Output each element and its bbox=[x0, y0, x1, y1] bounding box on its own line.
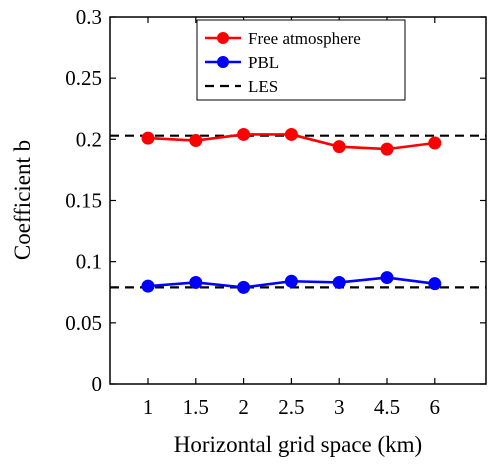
data-point bbox=[380, 271, 394, 285]
x-tick-label: 3 bbox=[334, 395, 345, 419]
data-point bbox=[332, 275, 346, 289]
data-point bbox=[141, 131, 155, 145]
y-tick-label: 0.1 bbox=[76, 250, 102, 274]
y-tick-label: 0.25 bbox=[65, 66, 102, 90]
x-tick-label: 6 bbox=[430, 395, 441, 419]
series-points bbox=[141, 127, 442, 294]
x-tick-label: 1 bbox=[143, 395, 154, 419]
data-point bbox=[189, 134, 203, 148]
legend-marker bbox=[217, 56, 229, 68]
legend-box bbox=[196, 19, 406, 101]
data-point bbox=[189, 275, 203, 289]
x-tick-label: 1.5 bbox=[183, 395, 209, 419]
y-axis-ticks: 0 0.05 0.1 0.15 0.2 0.25 0.3 bbox=[65, 5, 486, 396]
y-tick-label: 0 bbox=[92, 372, 103, 396]
legend-label: PBL bbox=[248, 53, 279, 72]
x-axis-ticks: 1 1.5 2 2.5 3 4.5 6 bbox=[143, 17, 440, 419]
y-tick-label: 0.3 bbox=[76, 5, 102, 29]
legend-label: LES bbox=[248, 77, 278, 96]
legend-label: Free atmosphere bbox=[248, 29, 361, 48]
data-point bbox=[141, 279, 155, 293]
data-point bbox=[428, 277, 442, 291]
data-point bbox=[428, 136, 442, 150]
y-tick-label: 0.05 bbox=[65, 311, 102, 335]
data-point bbox=[237, 280, 251, 294]
x-tick-label: 4.5 bbox=[374, 395, 400, 419]
x-axis-label: Horizontal grid space (km) bbox=[174, 432, 422, 457]
data-point bbox=[284, 127, 298, 141]
data-point bbox=[284, 274, 298, 288]
legend-marker bbox=[217, 32, 229, 44]
data-point bbox=[332, 140, 346, 154]
data-point bbox=[380, 142, 394, 156]
x-tick-label: 2.5 bbox=[278, 395, 304, 419]
data-point bbox=[237, 127, 251, 141]
x-tick-label: 2 bbox=[238, 395, 249, 419]
y-axis-label: Coefficient b bbox=[10, 140, 35, 260]
legend-items: Free atmosphere PBL LES bbox=[205, 29, 361, 96]
y-tick-label: 0.15 bbox=[65, 189, 102, 213]
legend: Free atmosphere PBL LES bbox=[196, 19, 406, 101]
y-tick-label: 0.2 bbox=[76, 127, 102, 151]
